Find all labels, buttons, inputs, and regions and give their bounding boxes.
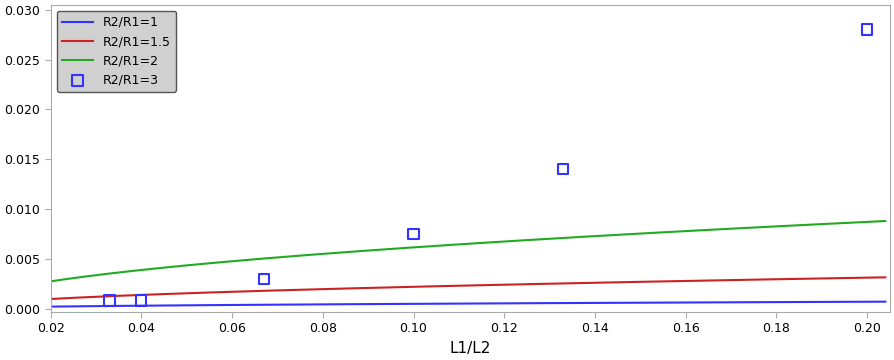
X-axis label: L1/L2: L1/L2	[450, 341, 491, 356]
R2/R1=2	[880, 219, 890, 223]
R2/R1=2	[413, 245, 424, 249]
R2/R1=1.5	[46, 297, 56, 301]
R2/R1=1.5	[880, 275, 890, 279]
R2/R1=1.5	[413, 284, 424, 289]
R2/R1=1	[880, 300, 890, 304]
Line: R2/R1=2: R2/R1=2	[51, 221, 885, 282]
R2/R1=1	[711, 300, 721, 305]
R2/R1=1.5	[696, 279, 707, 283]
Line: R2/R1=1.5: R2/R1=1.5	[51, 277, 885, 299]
R2/R1=1.5	[383, 285, 393, 289]
R2/R1=1	[46, 305, 56, 309]
R2/R1=2	[383, 247, 393, 251]
R2/R1=1.5	[619, 280, 629, 284]
R2/R1=2	[619, 232, 629, 237]
R2/R1=1.5	[711, 278, 721, 283]
R2/R1=3	[860, 27, 874, 32]
Legend: R2/R1=1, R2/R1=1.5, R2/R1=2, R2/R1=3: R2/R1=1, R2/R1=1.5, R2/R1=2, R2/R1=3	[57, 11, 176, 92]
R2/R1=2	[696, 228, 707, 233]
R2/R1=2	[46, 279, 56, 284]
R2/R1=1	[383, 302, 393, 306]
R2/R1=3	[134, 297, 148, 303]
R2/R1=3	[103, 297, 117, 303]
R2/R1=1.5	[131, 293, 141, 297]
R2/R1=2	[131, 269, 141, 273]
R2/R1=3	[556, 166, 570, 172]
R2/R1=3	[257, 276, 271, 282]
R2/R1=1	[619, 301, 629, 305]
R2/R1=3	[407, 231, 421, 237]
R2/R1=1	[131, 303, 141, 308]
R2/R1=1	[413, 302, 424, 306]
R2/R1=2	[711, 227, 721, 231]
Line: R2/R1=1: R2/R1=1	[51, 302, 885, 307]
R2/R1=1	[696, 300, 707, 305]
